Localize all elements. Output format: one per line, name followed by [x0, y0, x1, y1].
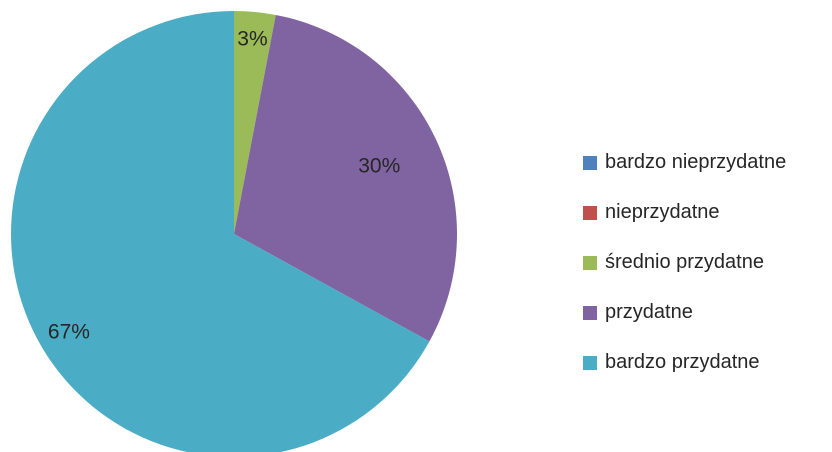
legend-label: przydatne [605, 301, 693, 323]
legend-label: bardzo nieprzydatne [605, 151, 787, 173]
legend-item: nieprzydatne [583, 200, 786, 225]
pie-slice-średnio-przydatne [234, 11, 276, 234]
legend-swatch [583, 305, 597, 320]
legend-swatch [583, 355, 597, 370]
legend-item: bardzo przydatne [583, 350, 786, 375]
legend: bardzo nieprzydatne nieprzydatne średnio p… [583, 150, 786, 400]
pie-data-labels: 3% 30% 67% [48, 28, 400, 344]
legend-label: bardzo przydatne [605, 351, 760, 373]
legend-item: przydatne [583, 300, 786, 325]
legend-item: średnio przydatne [583, 250, 786, 275]
pie-slice-bardzo-przydatne [11, 11, 430, 452]
legend-swatch [583, 255, 597, 270]
data-label-bardzo-przydatne: 67% [48, 321, 90, 344]
legend-item: bardzo nieprzydatne [583, 150, 786, 175]
pie-slices [11, 11, 458, 452]
legend-label: nieprzydatne [605, 201, 720, 223]
data-label-przydatne: 30% [358, 155, 400, 178]
legend-swatch [583, 155, 597, 170]
legend-label: średnio przydatne [605, 251, 764, 273]
legend-swatch [583, 205, 597, 220]
data-label-średnio-przydatne: 3% [237, 28, 267, 51]
pie-slice-przydatne [234, 14, 458, 342]
